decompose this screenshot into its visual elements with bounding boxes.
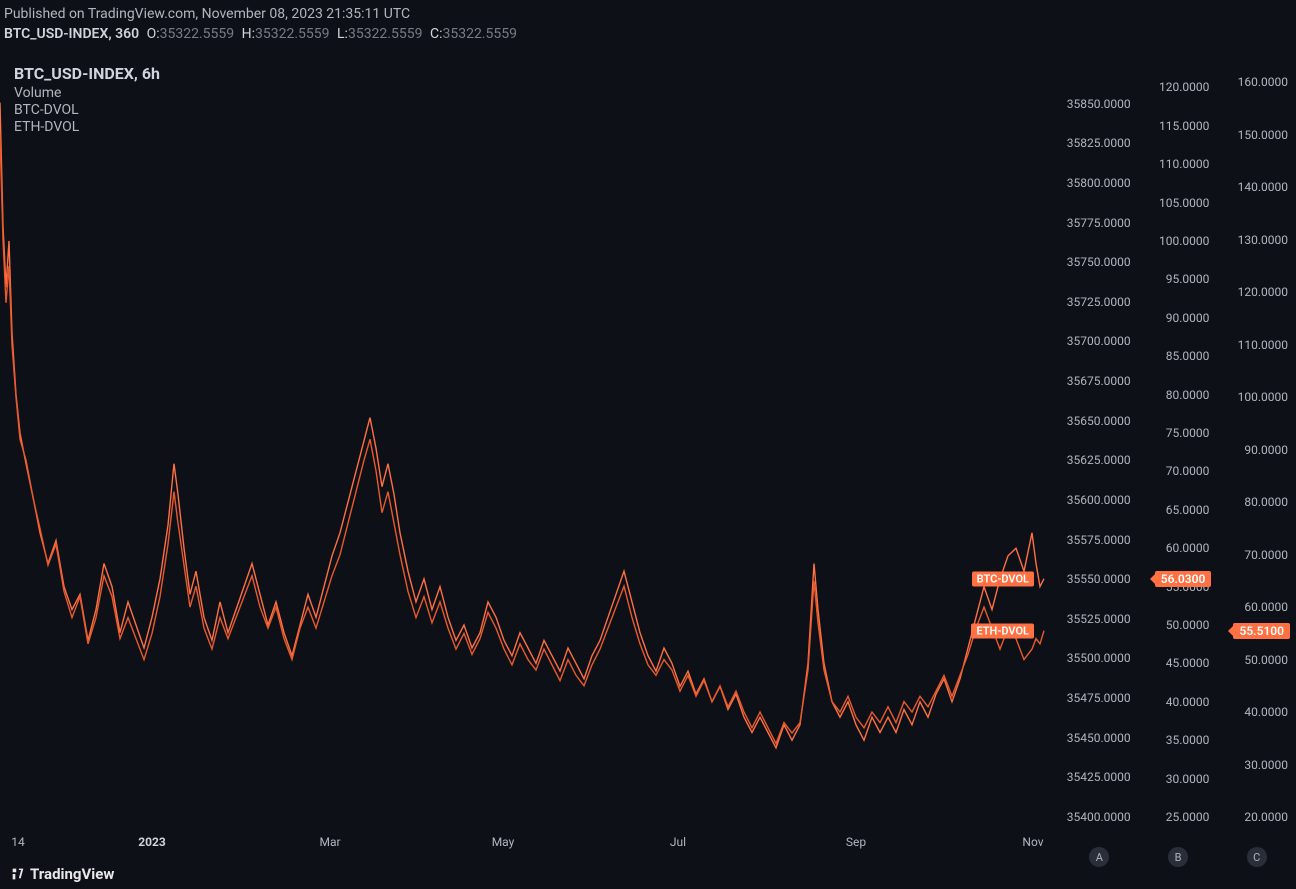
y-tick: 35600.0000 bbox=[1067, 493, 1131, 507]
y-tick: 160.0000 bbox=[1238, 75, 1288, 89]
y-tick: 35400.0000 bbox=[1067, 810, 1131, 824]
y-tick: 35700.0000 bbox=[1067, 334, 1131, 348]
y-tick: 95.0000 bbox=[1166, 272, 1210, 286]
legend-row[interactable]: BTC-DVOL bbox=[14, 102, 160, 118]
y-tick: 40.0000 bbox=[1166, 695, 1210, 709]
y-tick: 140.0000 bbox=[1238, 180, 1288, 194]
y-tick: 100.0000 bbox=[1159, 234, 1209, 248]
y-tick: 35575.0000 bbox=[1067, 533, 1131, 547]
y-tick: 65.0000 bbox=[1166, 503, 1210, 517]
y-tick: 35425.0000 bbox=[1067, 770, 1131, 784]
ohlc-open-value: 35322.5559 bbox=[160, 26, 235, 42]
y-tick: 100.0000 bbox=[1238, 390, 1288, 404]
y-tick: 120.0000 bbox=[1238, 285, 1288, 299]
ohlc-high-value: 35322.5559 bbox=[255, 26, 330, 42]
y-tick: 35775.0000 bbox=[1067, 216, 1131, 230]
x-tick: May bbox=[492, 835, 515, 849]
y-tick: 50.0000 bbox=[1244, 653, 1288, 667]
x-tick: 2023 bbox=[138, 835, 166, 849]
y-tick: 35650.0000 bbox=[1067, 414, 1131, 428]
publish-info: Published on TradingView.com, November 0… bbox=[0, 0, 1296, 24]
y-tick: 85.0000 bbox=[1166, 349, 1210, 363]
y-axes-group: 35850.0000 35825.0000 35800.0000 35775.0000… bbox=[1060, 52, 1296, 837]
y-tick: 35850.0000 bbox=[1067, 97, 1131, 111]
price-chart[interactable] bbox=[0, 52, 1060, 837]
y-tick: 110.0000 bbox=[1238, 338, 1288, 352]
series-ETH-DVOL[interactable] bbox=[0, 135, 1044, 744]
y-tick: 70.0000 bbox=[1166, 464, 1210, 478]
axis-letter-A[interactable]: A bbox=[1089, 847, 1109, 867]
ohlc-low-value: 35322.5559 bbox=[348, 26, 423, 42]
y-tick: 35.0000 bbox=[1166, 733, 1210, 747]
y-tick: 35750.0000 bbox=[1067, 255, 1131, 269]
legend-row[interactable]: Volume bbox=[14, 85, 160, 101]
x-axis[interactable]: 14 2023 Mar May Jul Sep Nov bbox=[0, 835, 1060, 851]
y-tick: 130.0000 bbox=[1238, 233, 1288, 247]
x-tick: Sep bbox=[846, 835, 866, 849]
y-tick: 35825.0000 bbox=[1067, 136, 1131, 150]
y-tick: 35675.0000 bbox=[1067, 374, 1131, 388]
series-end-label-ETH-DVOL: ETH-DVOL bbox=[971, 623, 1034, 638]
ohlc-close-value: 35322.5559 bbox=[442, 26, 517, 42]
legend: BTC_USD-INDEX, 6h VolumeBTC-DVOLETH-DVOL bbox=[14, 64, 160, 136]
x-tick: Mar bbox=[319, 835, 340, 849]
y-tick: 50.0000 bbox=[1166, 618, 1210, 632]
ohlc-close-label: C: bbox=[430, 26, 443, 42]
y-tick: 90.0000 bbox=[1244, 443, 1288, 457]
y-tick: 110.0000 bbox=[1159, 157, 1209, 171]
y-tick: 115.0000 bbox=[1159, 119, 1209, 133]
watermark-text: TradingView bbox=[30, 865, 114, 883]
x-tick: 14 bbox=[11, 835, 25, 849]
ohlc-open-label: O: bbox=[147, 26, 160, 42]
y-tick: 120.0000 bbox=[1159, 80, 1209, 94]
y-tick: 35450.0000 bbox=[1067, 731, 1131, 745]
y-tick: 35800.0000 bbox=[1067, 176, 1131, 190]
y-axis-B[interactable]: 120.0000 115.0000 110.0000 105.0000 100.0000… bbox=[1139, 52, 1218, 837]
y-tick: 20.0000 bbox=[1244, 810, 1288, 824]
x-tick: Nov bbox=[1022, 835, 1043, 849]
ohlc-low-label: L: bbox=[337, 26, 348, 42]
y-tick: 90.0000 bbox=[1166, 311, 1210, 325]
y-tick: 150.0000 bbox=[1238, 128, 1288, 142]
y-tick: 30.0000 bbox=[1166, 772, 1210, 786]
tradingview-logo-icon bbox=[10, 866, 26, 882]
symbol-name: BTC_USD-INDEX, 360 bbox=[4, 26, 139, 42]
y-tick: 60.0000 bbox=[1244, 600, 1288, 614]
ohlc-high-label: H: bbox=[242, 26, 255, 42]
y-tick: 35475.0000 bbox=[1067, 691, 1131, 705]
y-tick: 80.0000 bbox=[1166, 388, 1210, 402]
axis-current-badge-C: 55.5100 bbox=[1233, 623, 1290, 639]
axis-letter-B[interactable]: B bbox=[1168, 847, 1188, 867]
y-tick: 35550.0000 bbox=[1067, 572, 1131, 586]
y-tick: 40.0000 bbox=[1244, 705, 1288, 719]
tradingview-watermark: TradingView bbox=[10, 865, 114, 883]
y-tick: 25.0000 bbox=[1166, 810, 1210, 824]
series-end-label-BTC-DVOL: BTC-DVOL bbox=[972, 571, 1034, 586]
legend-title: BTC_USD-INDEX, 6h bbox=[14, 64, 160, 83]
y-axis-C[interactable]: 160.0000 150.0000 140.0000 130.0000 120.0000… bbox=[1217, 52, 1296, 837]
chart-area[interactable]: BTC-DVOLETH-DVOL bbox=[0, 52, 1060, 837]
axis-current-badge-B: 56.0300 bbox=[1155, 571, 1212, 587]
y-tick: 35500.0000 bbox=[1067, 651, 1131, 665]
y-tick: 35625.0000 bbox=[1067, 453, 1131, 467]
y-tick: 80.0000 bbox=[1244, 495, 1288, 509]
y-tick: 30.0000 bbox=[1244, 758, 1288, 772]
ohlc-bar: BTC_USD-INDEX, 360 O:35322.5559 H:35322.… bbox=[0, 24, 1296, 48]
y-tick: 105.0000 bbox=[1159, 196, 1209, 210]
y-tick: 35725.0000 bbox=[1067, 295, 1131, 309]
y-tick: 35525.0000 bbox=[1067, 612, 1131, 626]
y-tick: 60.0000 bbox=[1166, 541, 1210, 555]
y-axis-A[interactable]: 35850.0000 35825.0000 35800.0000 35775.0000… bbox=[1060, 52, 1139, 837]
legend-row[interactable]: ETH-DVOL bbox=[14, 119, 160, 135]
x-tick: Jul bbox=[670, 835, 686, 849]
y-tick: 45.0000 bbox=[1166, 656, 1210, 670]
series-BTC-DVOL[interactable] bbox=[0, 103, 1044, 748]
y-tick: 70.0000 bbox=[1244, 548, 1288, 562]
axis-letter-C[interactable]: C bbox=[1247, 847, 1267, 867]
y-tick: 75.0000 bbox=[1166, 426, 1210, 440]
